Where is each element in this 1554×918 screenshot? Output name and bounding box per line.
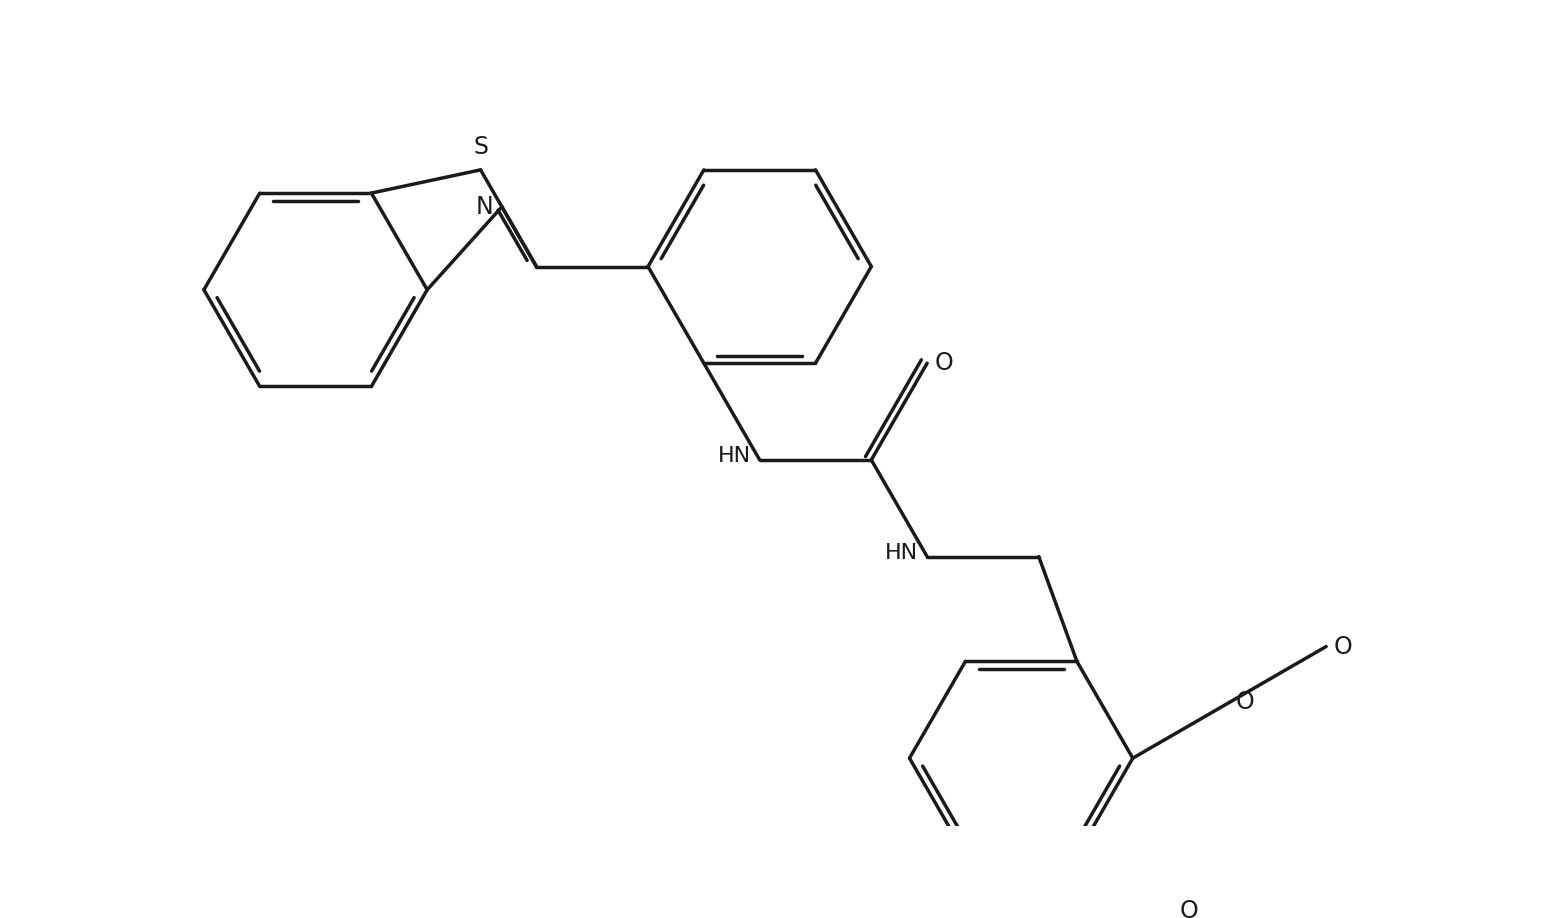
- Text: N: N: [476, 195, 493, 218]
- Text: HN: HN: [886, 543, 918, 563]
- Text: HN: HN: [718, 446, 751, 466]
- Text: O: O: [1235, 690, 1254, 714]
- Text: O: O: [934, 352, 953, 375]
- Text: O: O: [1333, 634, 1352, 658]
- Text: S: S: [472, 135, 488, 159]
- Text: O: O: [1179, 899, 1198, 918]
